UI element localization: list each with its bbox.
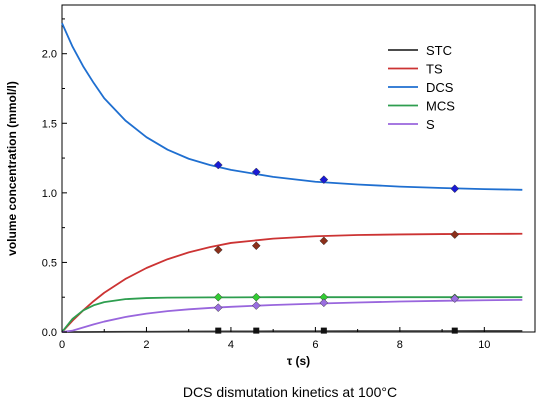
y-tick-label: 1.5 bbox=[42, 118, 57, 130]
data-point-ts bbox=[213, 245, 223, 255]
data-point-dcs bbox=[319, 175, 329, 184]
data-point-ts bbox=[450, 230, 460, 239]
data-point-s bbox=[450, 294, 460, 303]
x-tick-label: 0 bbox=[59, 339, 65, 351]
x-tick-label: 8 bbox=[397, 339, 403, 351]
data-point-s bbox=[213, 303, 223, 313]
x-tick-label: 10 bbox=[478, 339, 490, 351]
data-point-mcs bbox=[213, 292, 223, 302]
y-axis: 0.0 0.5 1.0 1.5 2.0 bbox=[42, 18, 67, 339]
series-line-mcs bbox=[61, 296, 523, 333]
data-point-stc bbox=[451, 327, 458, 334]
data-point-ts bbox=[319, 236, 329, 246]
series-line-dcs bbox=[61, 22, 523, 191]
data-point-stc bbox=[320, 327, 327, 334]
data-point-s bbox=[319, 298, 329, 308]
legend: STC TS DCS MCS S bbox=[388, 43, 455, 132]
legend-label-dcs: DCS bbox=[426, 80, 454, 95]
x-axis: 0 2 4 6 8 10 bbox=[59, 327, 490, 351]
legend-label-ts: TS bbox=[426, 62, 443, 77]
y-tick-label: 0.5 bbox=[42, 257, 57, 269]
x-tick-label: 6 bbox=[312, 339, 318, 351]
plot-frame bbox=[61, 4, 536, 333]
data-point-ts bbox=[251, 241, 261, 251]
x-axis-label: τ (s) bbox=[287, 354, 310, 368]
data-point-mcs bbox=[251, 292, 261, 302]
data-point-stc bbox=[253, 327, 260, 334]
legend-label-mcs: MCS bbox=[426, 99, 455, 114]
legend-label-stc: STC bbox=[426, 43, 452, 58]
chart-caption: DCS dismutation kinetics at 100°C bbox=[183, 384, 397, 400]
series-line-s bbox=[61, 298, 523, 333]
markers-layer bbox=[213, 160, 460, 334]
series-layer bbox=[61, 22, 523, 333]
y-tick-label: 0.0 bbox=[42, 327, 57, 339]
data-point-stc bbox=[215, 327, 222, 334]
y-tick-label: 1.0 bbox=[42, 188, 57, 200]
legend-label-s: S bbox=[426, 117, 435, 132]
y-tick-label: 2.0 bbox=[42, 49, 57, 61]
data-point-dcs bbox=[251, 167, 261, 177]
data-point-dcs bbox=[450, 184, 460, 194]
data-point-s bbox=[251, 301, 261, 310]
series-line-ts bbox=[61, 232, 523, 333]
y-axis-label: volume concentration (mmol/l) bbox=[5, 81, 19, 256]
x-tick-label: 2 bbox=[143, 339, 149, 351]
x-tick-label: 4 bbox=[228, 339, 234, 351]
data-point-dcs bbox=[213, 160, 223, 170]
